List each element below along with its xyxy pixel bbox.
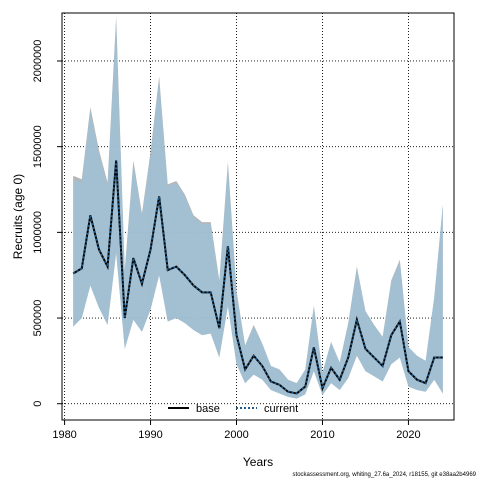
x-tick-label: 2020 bbox=[396, 429, 420, 441]
legend-label-current: current bbox=[264, 403, 298, 415]
band-current bbox=[73, 21, 443, 399]
x-axis: 1980 1990 2000 2010 2020 bbox=[52, 420, 421, 441]
series-line-base bbox=[72, 160, 443, 395]
confidence-bands bbox=[73, 16, 443, 399]
x-tick-label: 2000 bbox=[224, 429, 248, 441]
y-tick-label: 500000 bbox=[32, 300, 44, 337]
y-tick-label: 1500000 bbox=[32, 125, 44, 168]
y-tick-label: 0 bbox=[32, 401, 44, 407]
y-tick-label: 1000000 bbox=[32, 211, 44, 254]
x-tick-label: 1980 bbox=[52, 429, 76, 441]
x-tick-label: 1990 bbox=[138, 429, 162, 441]
x-tick-label: 2010 bbox=[310, 429, 334, 441]
y-axis: 0 500000 1000000 1500000 2000000 bbox=[32, 40, 62, 407]
plot-frame bbox=[61, 12, 455, 421]
series-lines bbox=[72, 160, 443, 395]
legend-label-base: base bbox=[196, 403, 220, 415]
footnote: stockassessment.org, whiting_27.6a_2024,… bbox=[293, 472, 477, 478]
y-axis-label: Recruits (age 0) bbox=[11, 174, 25, 259]
legend: base current bbox=[168, 403, 298, 415]
x-axis-label: Years bbox=[243, 455, 273, 469]
y-tick-label: 2000000 bbox=[32, 40, 44, 83]
